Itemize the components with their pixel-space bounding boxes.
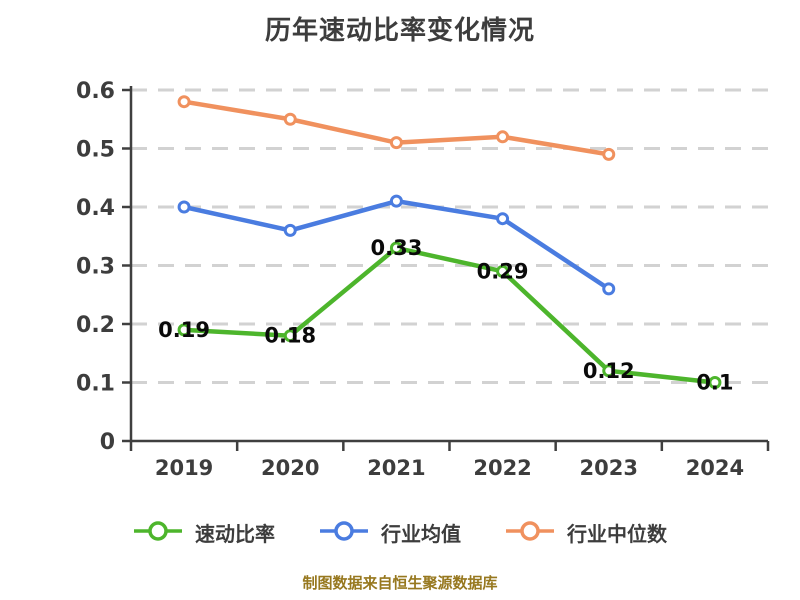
data-point-label: 0.19 [158, 318, 210, 342]
legend-marker-blue-line-dot-icon [319, 519, 369, 547]
data-point-marker [177, 323, 191, 337]
legend-label-industry-median: 行业中位数 [567, 522, 667, 546]
data-point-marker [602, 147, 616, 161]
legend-marker-green-line-dot-icon [133, 519, 183, 547]
x-tick-label: 2019 [155, 456, 213, 480]
data-point-marker [496, 212, 510, 226]
legend-marker-orange-line-dot-icon [505, 519, 555, 547]
data-point-marker [496, 130, 510, 144]
y-tick-label: 0.6 [76, 79, 115, 104]
legend-label-industry-mean: 行业均值 [381, 522, 461, 546]
data-point-marker [389, 136, 403, 150]
legend-item-industry-median: 行业中位数 [505, 518, 667, 547]
y-tick-label: 0 [100, 430, 115, 455]
legend-item-industry-mean: 行业均值 [319, 518, 461, 547]
x-tick-label: 2023 [580, 456, 638, 480]
data-point-label: 0.18 [264, 324, 316, 348]
chart-title: 历年速动比率变化情况 [264, 16, 535, 46]
data-point-marker [177, 200, 191, 214]
x-tick-label: 2022 [473, 456, 531, 480]
legend-label-quick-ratio: 速动比率 [195, 522, 275, 546]
data-point-label: 0.1 [696, 371, 733, 395]
y-tick-label: 0.2 [76, 313, 115, 338]
data-point-marker [283, 223, 297, 237]
y-tick-label: 0.1 [76, 372, 115, 397]
data-point-marker [389, 241, 403, 255]
data-point-marker [283, 329, 297, 343]
legend-item-quick-ratio: 速动比率 [133, 518, 275, 547]
y-tick-label: 0.3 [76, 255, 115, 280]
x-tick-label: 2024 [686, 456, 744, 480]
data-point-marker [602, 282, 616, 296]
data-point-marker [283, 112, 297, 126]
chart-legend: 速动比率 行业均值 行业中位数 [0, 518, 800, 547]
data-point-label: 0.29 [477, 259, 529, 283]
series-line [181, 245, 718, 385]
data-point-marker [177, 95, 191, 109]
y-tick-label: 0.5 [76, 138, 115, 163]
data-source-note: 制图数据来自恒生聚源数据库 [302, 574, 498, 592]
x-tick-label: 2020 [261, 456, 319, 480]
y-tick-label: 0.4 [76, 196, 115, 221]
data-point-marker [389, 194, 403, 208]
x-tick-label: 2021 [367, 456, 425, 480]
data-point-label: 0.12 [583, 359, 635, 383]
data-point-marker [602, 364, 616, 378]
data-point-marker [496, 264, 510, 278]
data-point-marker [708, 376, 722, 389]
data-point-label: 0.33 [371, 236, 423, 260]
